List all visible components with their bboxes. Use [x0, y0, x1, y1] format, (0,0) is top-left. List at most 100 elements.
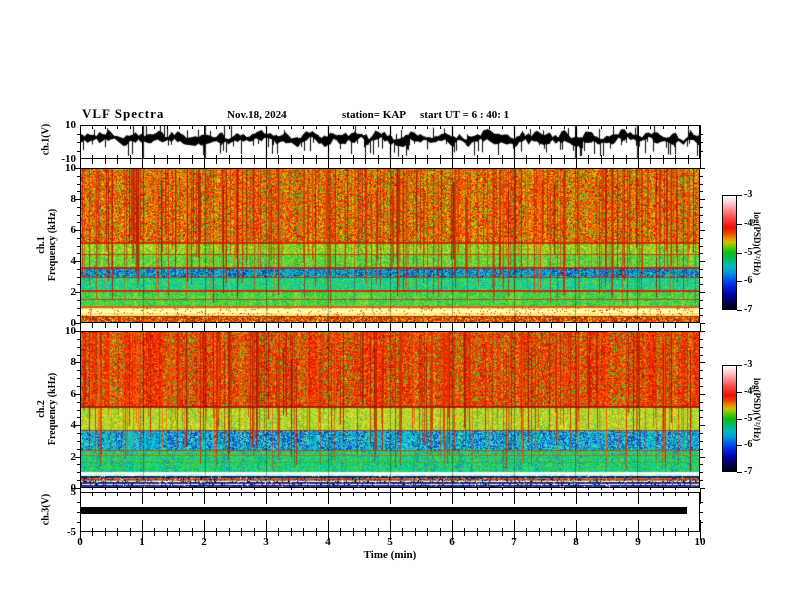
tick-mark	[427, 159, 428, 164]
tick-mark	[427, 323, 428, 328]
tick-mark	[440, 532, 441, 536]
tick-mark	[539, 155, 540, 159]
tick-mark	[229, 155, 230, 159]
tick-mark	[663, 528, 664, 532]
tick-mark	[77, 370, 80, 371]
tick-mark	[700, 134, 703, 135]
tick-mark	[588, 125, 589, 129]
tick-mark	[77, 253, 80, 254]
tick-mark	[489, 492, 490, 496]
tick-mark	[316, 488, 317, 490]
colorbar-ch1	[722, 195, 737, 310]
tick-mark	[75, 323, 80, 324]
tick-mark	[638, 125, 639, 159]
tick-mark	[700, 323, 701, 331]
tick-mark	[415, 532, 416, 536]
tick-mark	[700, 402, 703, 403]
tick-mark	[539, 159, 540, 164]
tick-mark	[266, 159, 267, 168]
tick-mark	[402, 159, 403, 164]
tick-mark	[77, 246, 80, 247]
tick-mark	[92, 532, 93, 536]
tick-mark	[365, 159, 366, 164]
tick-mark	[303, 125, 304, 129]
tick-mark	[77, 339, 80, 340]
ch2-axis-line1: ch.2	[36, 400, 47, 418]
tick-mark	[378, 159, 379, 164]
colorbar-tick-mark	[737, 419, 742, 420]
tick-mark	[130, 125, 131, 129]
x-axis-tick-label: 4	[325, 536, 331, 548]
tick-mark	[204, 488, 205, 492]
tick-mark	[80, 492, 81, 504]
colorbar-tick-mark	[737, 472, 742, 473]
tick-mark	[588, 532, 589, 536]
tick-mark	[650, 125, 651, 129]
tick-mark	[588, 155, 589, 159]
tick-mark	[390, 125, 391, 159]
tick-mark	[688, 528, 689, 532]
tick-mark	[638, 492, 639, 504]
tick-mark	[77, 308, 80, 309]
tick-mark	[477, 159, 478, 164]
tick-mark	[402, 488, 403, 490]
tick-mark	[452, 159, 453, 168]
tick-mark	[167, 492, 168, 496]
y-axis-tick-label: -10	[61, 153, 76, 165]
tick-mark	[77, 222, 80, 223]
tick-mark	[700, 159, 701, 168]
tick-mark	[700, 339, 703, 340]
colorbar-tick-label: -6	[744, 275, 753, 287]
tick-mark	[77, 441, 80, 442]
tick-mark	[167, 532, 168, 536]
tick-mark	[340, 492, 341, 496]
tick-mark	[626, 155, 627, 159]
tick-mark	[700, 246, 703, 247]
y-axis-tick-label: 4	[70, 255, 77, 267]
tick-mark	[489, 323, 490, 328]
tick-mark	[464, 528, 465, 532]
tick-mark	[117, 492, 118, 496]
tick-mark	[105, 532, 106, 536]
tick-mark	[700, 215, 703, 216]
tick-mark	[464, 159, 465, 164]
tick-mark	[291, 532, 292, 536]
tick-mark	[77, 480, 80, 481]
colorbar-tick-label: -7	[744, 304, 753, 315]
tick-mark	[340, 532, 341, 536]
x-axis-tick-label: 9	[635, 536, 641, 548]
tick-mark	[291, 528, 292, 532]
tick-mark	[675, 125, 676, 129]
tick-mark	[80, 520, 81, 532]
colorbar-tick-label: -7	[744, 466, 753, 477]
time-axis-label: Time (min)	[363, 549, 417, 561]
tick-mark	[365, 155, 366, 159]
tick-mark	[700, 176, 703, 177]
tick-mark	[291, 155, 292, 159]
tick-mark	[700, 386, 703, 387]
ch1-spectrogram-panel	[80, 168, 700, 323]
tick-mark	[229, 323, 230, 328]
tick-mark	[353, 155, 354, 159]
tick-mark	[700, 512, 703, 513]
tick-mark	[663, 323, 664, 328]
tick-mark	[130, 532, 131, 536]
ch1-axis-line2: Frequency (kHz)	[47, 208, 58, 282]
tick-mark	[613, 488, 614, 490]
tick-mark	[154, 155, 155, 159]
tick-mark	[415, 159, 416, 164]
tick-mark	[216, 155, 217, 159]
tick-mark	[700, 532, 701, 540]
tick-mark	[75, 199, 80, 200]
tick-mark	[117, 528, 118, 532]
tick-mark	[278, 532, 279, 536]
tick-mark	[489, 125, 490, 129]
tick-mark	[650, 155, 651, 159]
tick-mark	[92, 492, 93, 496]
tick-mark	[229, 159, 230, 164]
tick-mark	[402, 528, 403, 532]
tick-mark	[77, 378, 80, 379]
y-axis-tick-label: 6	[70, 387, 77, 400]
tick-mark	[105, 528, 106, 532]
tick-mark	[75, 230, 80, 231]
